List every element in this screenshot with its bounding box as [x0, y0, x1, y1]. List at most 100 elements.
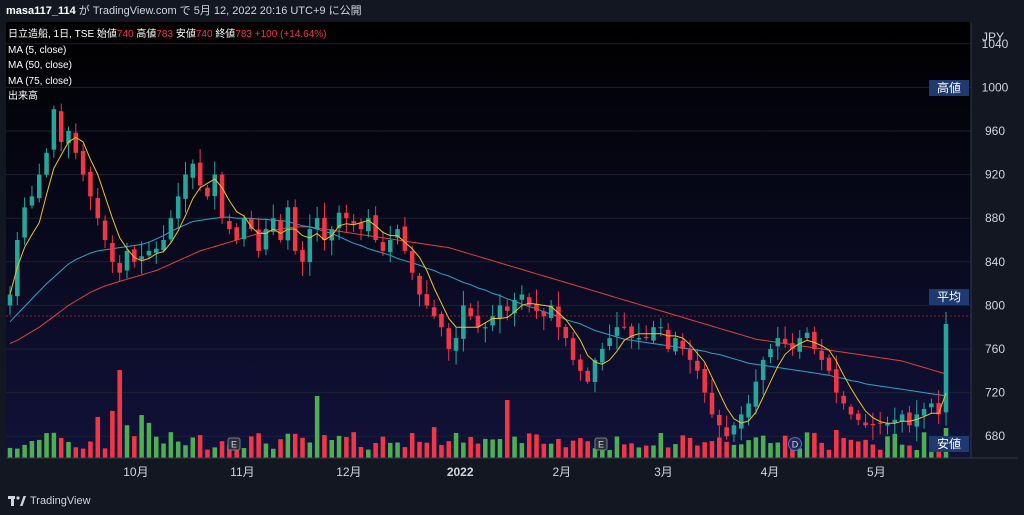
candle-body [358, 222, 364, 230]
low-label: 安値 [175, 29, 196, 40]
dividend-marker[interactable]: D [788, 437, 802, 451]
volume-bar [175, 441, 181, 458]
volume-bar [36, 439, 42, 458]
author-name[interactable]: masa117_114 [6, 5, 76, 17]
candle-body [819, 350, 824, 360]
candle-body [592, 359, 598, 382]
time-tick-label: 5月 [867, 465, 886, 479]
candle-body [22, 207, 27, 238]
volume-bar [578, 438, 583, 458]
volume-bar [534, 434, 539, 458]
high-badge: 高値 [929, 80, 969, 96]
candle-body [673, 338, 678, 352]
volume-bar [424, 442, 430, 458]
candle-body [556, 306, 561, 328]
volume-bar [234, 449, 239, 458]
candle-body [88, 171, 93, 197]
candle-body [475, 315, 481, 328]
volume-bar [475, 443, 481, 458]
volume-bar [592, 448, 598, 458]
legend-ma5[interactable]: MA (5, close) [8, 44, 67, 56]
volume-bar [526, 433, 532, 458]
candle-body [548, 305, 554, 318]
volume-bar [431, 427, 437, 458]
price-tick-label: 880 [985, 211, 1005, 225]
volume-bar [607, 449, 612, 458]
candle-body [117, 262, 122, 273]
candle-body [409, 250, 415, 273]
price-axis[interactable] [971, 22, 1018, 458]
volume-bar [702, 442, 707, 458]
ma5-line [9, 136, 947, 424]
candle-body [687, 349, 693, 360]
volume-bar [468, 436, 473, 458]
volume-bar [826, 449, 832, 458]
volume-bar [665, 447, 671, 458]
volume-bar [746, 440, 751, 458]
symbol-row: 日立造船, 1日, TSE 始値740 高値783 安値740 終値783 +1… [8, 27, 327, 43]
volume-bar [497, 439, 503, 458]
time-axis[interactable] [6, 458, 1018, 486]
volume-bars [7, 370, 949, 458]
volume-bar [512, 436, 517, 458]
volume-bar [687, 437, 693, 458]
earnings-marker[interactable]: E [594, 437, 608, 451]
avg-badge-label: 平均 [937, 290, 961, 304]
tradingview-logo[interactable]: TradingView [8, 494, 91, 508]
volume-bar [877, 449, 883, 458]
volume-bar [651, 445, 656, 458]
chart-frame[interactable]: E E D JPY 1040 1000 960 920 880 840 800 760 720 6… [6, 22, 1018, 486]
candle-body [234, 227, 239, 240]
candle-body [66, 131, 71, 144]
price-tick-label: 920 [985, 168, 1005, 182]
candle-body [439, 314, 444, 328]
volume-bar [870, 444, 876, 458]
earnings-marker[interactable]: E [227, 437, 241, 451]
volume-bar [387, 442, 393, 458]
candle-body [914, 414, 920, 427]
candle-body [724, 427, 729, 437]
candle-body [95, 198, 101, 219]
volume-bar [402, 447, 408, 458]
volume-bar [80, 448, 86, 458]
candle-body [183, 174, 188, 199]
volume-bar [351, 432, 356, 458]
volume-bar [673, 444, 678, 458]
symbol-label[interactable]: 日立造船, 1日, TSE [8, 29, 95, 40]
chart-canvas[interactable]: E E D JPY 1040 1000 960 920 880 840 800 760 720 6… [6, 22, 1018, 486]
volume-bar [768, 443, 773, 458]
legend-volume[interactable]: 出来高 [8, 91, 38, 102]
legend-ma50[interactable]: MA (50, close) [8, 60, 72, 71]
candle-body [621, 326, 627, 328]
price-tick-label: 680 [985, 429, 1005, 443]
volume-bar [285, 433, 291, 458]
legend-ma75[interactable]: MA (75, close) [8, 75, 72, 87]
volume-bar [190, 437, 196, 458]
volume-bar [15, 448, 20, 458]
candle-body [943, 323, 949, 413]
volume-bar [621, 444, 627, 458]
candle-body [790, 343, 795, 349]
candle-body [534, 303, 539, 311]
volume-bar [563, 447, 569, 458]
candle-body [124, 250, 130, 271]
candle-body [929, 403, 934, 408]
volume-bar [855, 441, 861, 458]
volume-bar [51, 432, 57, 458]
volume-bar [907, 445, 912, 458]
volume-bar [709, 441, 715, 458]
currency-label: JPY [982, 30, 1004, 44]
candle-body [490, 316, 495, 326]
candle-body [80, 151, 86, 175]
volume-bar [7, 447, 13, 458]
volume-bar [205, 449, 210, 458]
candle-body [695, 360, 700, 371]
volume-bar [804, 432, 810, 458]
volume-bar [307, 442, 313, 458]
ma50-line [9, 216, 947, 397]
candle-body [907, 412, 912, 426]
avg-badge: 平均 [929, 289, 969, 305]
candle-body [680, 340, 686, 349]
candle-body [709, 392, 715, 415]
volume-bar [760, 435, 766, 458]
